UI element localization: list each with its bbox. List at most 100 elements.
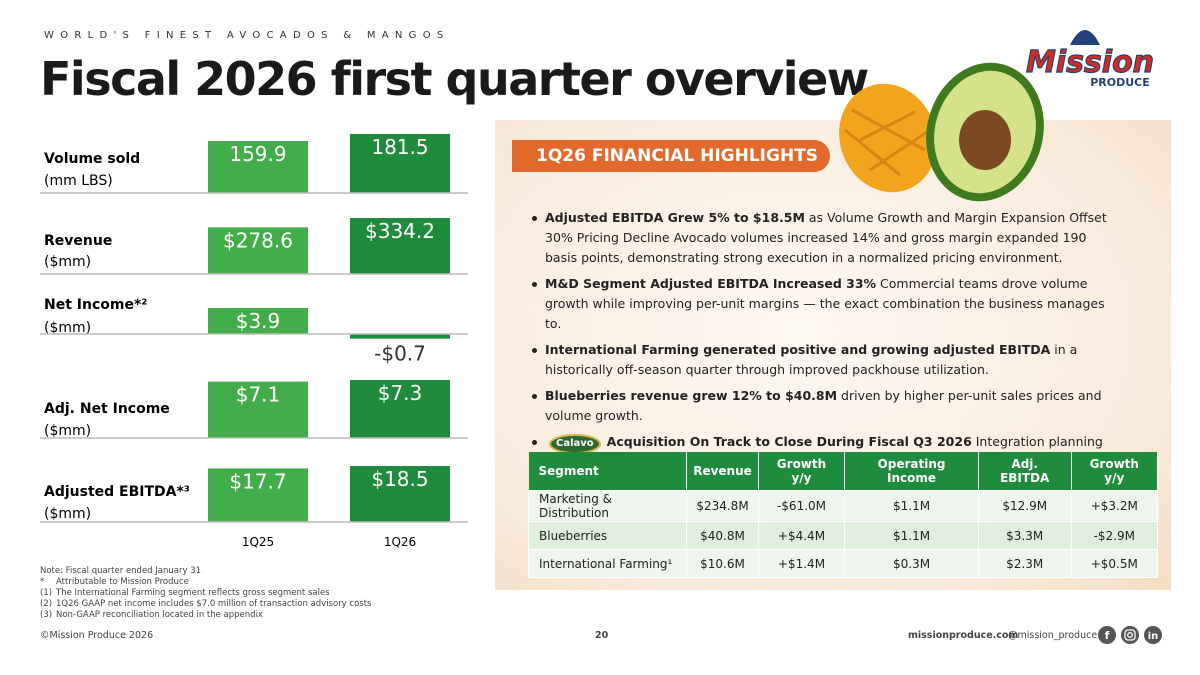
bar (208, 227, 308, 274)
table-cell: $10.6M (686, 549, 759, 578)
bar (350, 134, 450, 193)
column-header: Growth y/y (1071, 452, 1159, 491)
social-linkedin[interactable]: in (1148, 631, 1159, 642)
bullet: International Farming generated positive… (530, 340, 1110, 380)
note-title: Note: Fiscal quarter ended January 31 (40, 566, 202, 576)
social-icons: f in (1098, 626, 1162, 644)
chart-title: Net Income*² (44, 297, 147, 313)
table-row: Blueberries $40.8M +$4.4M $1.1M $3.3M -$2.9M (527, 521, 1159, 550)
table-cell: -$2.9M (1070, 521, 1159, 550)
note: (2) 1Q26 GAAP net income includes $7.0 mi… (40, 599, 371, 610)
bullet-text: Commercial teams drove volume growth whi… (545, 276, 1105, 331)
table-cell: Marketing & Distribution (527, 490, 688, 522)
notes: Note: Fiscal quarter ended January 31 * A… (40, 566, 371, 621)
column-header: Revenue (686, 452, 759, 491)
table-cell: $3.3M (977, 521, 1072, 550)
table-row: International Farming¹ $10.6M +$1.4M $0.3M $… (527, 549, 1159, 578)
note: (1) The International Farming segment ref… (40, 588, 371, 599)
note-marker: * (40, 577, 45, 587)
note-marker: (2) (40, 599, 53, 609)
avocado (926, 62, 1044, 202)
bullet-text: driven by higher per-unit sales prices a… (545, 388, 1102, 423)
chart-title: Revenue (44, 233, 112, 249)
tagline: WORLD'S FINEST AVOCADOS & MANGOS (44, 30, 450, 41)
bullet-lead: Adjusted EBITDA Grew 5% to $18.5M (545, 210, 805, 225)
table-cell: Blueberries (527, 521, 688, 550)
value-label: $3.9 (236, 309, 281, 333)
handle: @mission_produce (1008, 630, 1098, 641)
website: missionproduce.com (908, 630, 1019, 641)
bar (208, 468, 308, 522)
table-cell: $0.3M (844, 549, 979, 578)
note-marker: (3) (40, 610, 53, 620)
bullet-lead: M&D Segment Adjusted EBITDA Increased 33… (545, 276, 877, 291)
table-cell: $1.1M (844, 521, 979, 550)
note-text: Non-GAAP reconciliation located in the a… (56, 610, 263, 620)
x-tick-label: 1Q25 (242, 535, 274, 549)
copyright: ©Mission Produce 2026 (40, 630, 154, 641)
highlights-title: 1Q26 FINANCIAL HIGHLIGHTS (512, 140, 830, 172)
table-row: Marketing & Distribution $234.8M -$61.0M $1… (527, 490, 1159, 522)
table-cell: $2.3M (977, 549, 1072, 578)
charts: Volume sold (mm LBS) 159.9 181.5 Revenue ($mm… (40, 134, 468, 549)
calavo-logo: Calavo (549, 434, 601, 454)
value-label: 159.9 (229, 142, 286, 166)
bar (208, 308, 308, 334)
value-label: 181.5 (371, 135, 428, 159)
note: * Attributable to Mission Produce (40, 577, 371, 588)
column-header: Segment (528, 452, 688, 491)
table-cell: $12.9M (977, 490, 1072, 522)
column-header: Adj. EBITDA (978, 452, 1072, 491)
chart-subtitle: ($mm) (44, 506, 91, 522)
bar (350, 334, 450, 339)
header-row: Segment Revenue Growth y/y Operating Income… (528, 452, 1159, 491)
logo-sub: PRODUCE (1090, 76, 1150, 89)
column-header: Operating Income (844, 452, 979, 491)
note-marker: (1) (40, 588, 53, 598)
note-text: 1Q26 GAAP net income includes $7.0 milli… (56, 599, 372, 609)
chart-title: Volume sold (44, 151, 140, 167)
chart-subtitle: ($mm) (44, 320, 91, 336)
value-label: $278.6 (223, 228, 293, 252)
note-text: The International Farming segment reflec… (56, 588, 330, 598)
mango (839, 83, 937, 193)
table-cell: +$4.4M (757, 521, 846, 550)
value-label: $334.2 (365, 219, 435, 243)
table-cell: +$0.5M (1070, 549, 1159, 578)
bullet-lead: Blueberries revenue grew 12% to $40.8M (545, 388, 838, 403)
bullet-text: in a historically off-season quarter thr… (545, 342, 1078, 377)
x-tick-label: 1Q26 (384, 535, 416, 549)
bar (350, 218, 450, 274)
note: (3) Non-GAAP reconciliation located in th… (40, 610, 371, 621)
table-cell: International Farming¹ (527, 549, 688, 578)
social-facebook[interactable]: f (1105, 629, 1110, 642)
value-label: $17.7 (229, 469, 286, 493)
bar (208, 141, 308, 193)
chart-subtitle: (mm LBS) (44, 173, 113, 189)
logo: Mission PRODUCE (1025, 30, 1155, 89)
logo-name: Mission (1026, 45, 1154, 80)
bullet-lead: Acquisition On Track to Close During Fis… (606, 434, 972, 449)
chart-subtitle: ($mm) (44, 254, 91, 270)
chart-title: Adj. Net Income (44, 401, 170, 417)
chart-title: Adjusted EBITDA*³ (44, 484, 190, 500)
value-label: $7.3 (378, 381, 423, 405)
segment-table: Segment Revenue Growth y/y Operating Income… (527, 452, 1159, 578)
table-cell: $40.8M (686, 521, 759, 550)
chart-subtitle: ($mm) (44, 423, 91, 439)
bullet: Blueberries revenue grew 12% to $40.8M d… (530, 386, 1110, 426)
bullet: Adjusted EBITDA Grew 5% to $18.5M as Vol… (530, 208, 1110, 268)
note-text: Attributable to Mission Produce (56, 577, 189, 587)
table-cell: +$1.4M (757, 549, 846, 578)
value-label: $7.1 (236, 383, 281, 407)
page-number: 20 (595, 630, 609, 641)
table-cell: +$3.2M (1070, 490, 1159, 522)
bar (208, 381, 308, 438)
bullet-lead: International Farming generated positive… (545, 342, 1051, 357)
bar (350, 380, 450, 438)
table-cell: $234.8M (686, 490, 759, 522)
bullet-text: as Volume Growth and Margin Expansion Of… (545, 210, 1107, 265)
column-header: Growth y/y (758, 452, 846, 491)
